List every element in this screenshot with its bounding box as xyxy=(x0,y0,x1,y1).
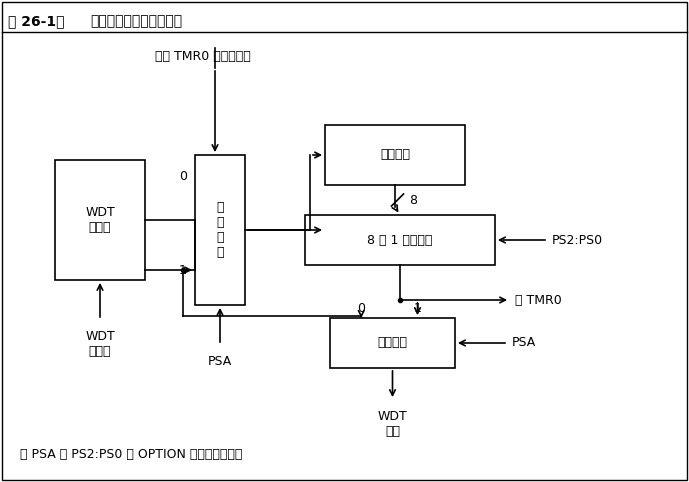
Text: 看门狗定时器的结构框图: 看门狗定时器的结构框图 xyxy=(90,14,182,28)
Text: PS2:PS0: PS2:PS0 xyxy=(552,233,603,246)
Bar xyxy=(55,160,145,280)
Text: 多
路
开
关: 多 路 开 关 xyxy=(216,201,224,259)
Text: 0: 0 xyxy=(179,171,187,184)
Text: 8 选 1 多路开关: 8 选 1 多路开关 xyxy=(367,233,433,246)
Text: 1: 1 xyxy=(413,302,422,314)
Bar xyxy=(305,215,495,265)
Bar xyxy=(330,318,455,368)
Text: 0: 0 xyxy=(358,302,365,314)
Text: 注 PSA 和 PS2:PS0 是 OPTION 寄存器中的位。: 注 PSA 和 PS2:PS0 是 OPTION 寄存器中的位。 xyxy=(20,448,243,461)
Text: 图 26-1：: 图 26-1： xyxy=(8,14,65,28)
Text: 1: 1 xyxy=(179,264,187,277)
Text: 来自 TMR0 的时钟信号: 来自 TMR0 的时钟信号 xyxy=(155,50,251,63)
Text: PSA: PSA xyxy=(512,336,536,349)
Bar xyxy=(325,125,465,185)
Text: 8: 8 xyxy=(409,193,418,206)
Text: PSA: PSA xyxy=(208,355,232,368)
Text: 至 TMR0: 至 TMR0 xyxy=(515,294,562,307)
Text: 预分频器: 预分频器 xyxy=(380,148,410,161)
Text: 多路开关: 多路开关 xyxy=(378,336,407,349)
Text: WDT
定时器: WDT 定时器 xyxy=(85,206,115,234)
Text: WDT
超时: WDT 超时 xyxy=(378,410,407,438)
Bar xyxy=(195,155,245,305)
Text: WDT
使能位: WDT 使能位 xyxy=(85,330,115,358)
